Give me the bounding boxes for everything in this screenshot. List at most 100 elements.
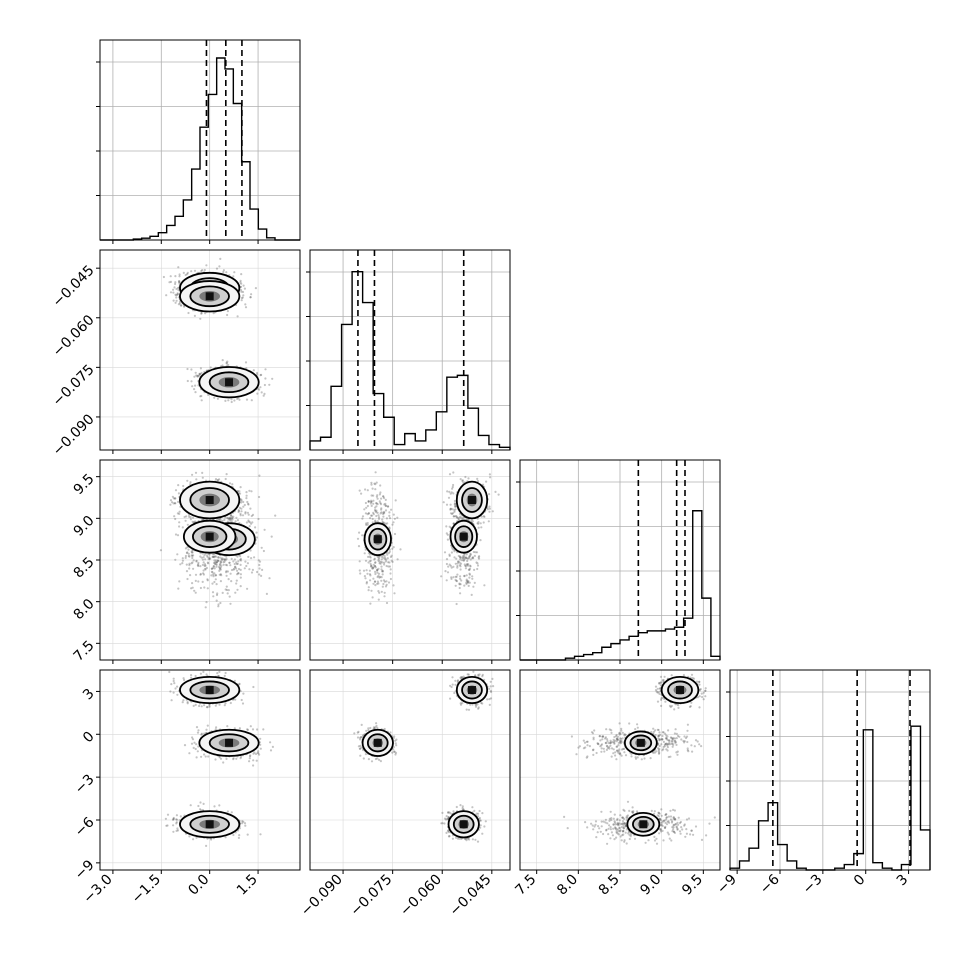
sample-point — [236, 397, 239, 400]
sample-point — [236, 519, 239, 522]
sample-point — [179, 563, 182, 566]
sample-point — [458, 586, 461, 590]
sample-point — [229, 517, 232, 520]
sample-point — [363, 575, 366, 578]
sample-point — [230, 568, 234, 572]
sample-point — [252, 369, 255, 372]
sample-point — [249, 754, 252, 757]
sample-point — [257, 559, 260, 562]
sample-point — [250, 522, 253, 525]
sample-point — [250, 514, 253, 518]
sample-point — [239, 486, 242, 489]
sample-point — [204, 564, 207, 567]
sample-point — [234, 520, 237, 523]
sample-point — [468, 555, 471, 558]
sample-point — [174, 275, 177, 278]
sample-point — [226, 360, 229, 363]
sample-point — [366, 504, 369, 508]
sample-point — [260, 546, 263, 549]
sample-point — [183, 678, 186, 682]
sample-point — [201, 558, 204, 561]
sample-point — [452, 515, 455, 518]
sample-point — [222, 761, 225, 764]
sample-point — [211, 582, 214, 585]
sample-point — [222, 270, 225, 274]
sample-point — [258, 563, 261, 567]
sample-point — [376, 494, 379, 497]
sample-point — [218, 756, 221, 759]
sample-point — [174, 281, 177, 284]
sample-point — [182, 271, 185, 274]
sample-point — [237, 567, 241, 571]
sample-point — [447, 496, 451, 499]
sample-point — [364, 501, 367, 505]
sample-point — [189, 481, 192, 484]
sample-point — [231, 518, 234, 521]
sample-point — [271, 745, 274, 749]
sample-point — [217, 556, 220, 559]
sample-point — [365, 506, 368, 509]
sample-point — [178, 580, 181, 583]
sample-point — [190, 742, 194, 745]
sample-point — [240, 273, 243, 276]
panel-1-1 — [306, 249, 511, 454]
sample-point — [197, 374, 200, 377]
sample-point — [473, 568, 476, 572]
sample-point — [232, 560, 235, 563]
sample-point — [446, 538, 449, 541]
sample-point — [367, 586, 370, 589]
sample-point — [464, 475, 467, 479]
sample-point — [204, 558, 207, 561]
sample-point — [462, 555, 465, 558]
sample-point — [192, 746, 195, 750]
sample-point — [372, 494, 375, 497]
sample-point — [249, 725, 252, 728]
sample-point — [178, 275, 181, 278]
sample-point — [259, 386, 262, 389]
sample-point — [188, 562, 191, 565]
sample-point — [184, 556, 187, 560]
sample-point — [170, 683, 173, 686]
sample-point — [399, 548, 402, 551]
sample-point — [381, 585, 384, 588]
sample-point — [222, 269, 225, 272]
sample-point — [370, 504, 373, 507]
panel-frame — [309, 249, 511, 451]
sample-point — [358, 560, 361, 563]
sample-point — [388, 517, 392, 520]
sample-point — [466, 559, 469, 563]
sample-point — [228, 561, 231, 564]
sample-point — [362, 569, 366, 572]
sample-point — [165, 294, 168, 297]
sample-point — [177, 303, 180, 306]
sample-point — [206, 724, 209, 727]
sample-point — [213, 805, 216, 808]
sample-point — [238, 398, 241, 401]
sample-point — [202, 556, 205, 559]
sample-point — [385, 601, 389, 605]
sample-point — [452, 471, 455, 474]
sample-point — [221, 591, 224, 595]
sample-point — [250, 571, 254, 574]
sample-point — [218, 804, 221, 807]
sample-point — [194, 674, 197, 678]
sample-point — [445, 525, 448, 528]
sample-point — [214, 578, 217, 581]
sample-point — [379, 484, 382, 487]
sample-point — [199, 372, 202, 376]
sample-point — [212, 312, 215, 315]
sample-point — [245, 494, 248, 497]
sample-point — [191, 582, 194, 585]
sample-point — [159, 549, 162, 552]
sample-point — [199, 367, 202, 370]
sample-point — [205, 554, 209, 557]
sample-point — [169, 280, 173, 283]
sample-point — [459, 558, 462, 561]
sample-point — [187, 548, 190, 551]
sample-point — [250, 293, 253, 296]
sample-point — [383, 580, 386, 583]
sample-point — [454, 505, 457, 508]
sample-point — [250, 399, 253, 402]
sample-point — [191, 586, 194, 589]
sample-point — [386, 505, 390, 508]
